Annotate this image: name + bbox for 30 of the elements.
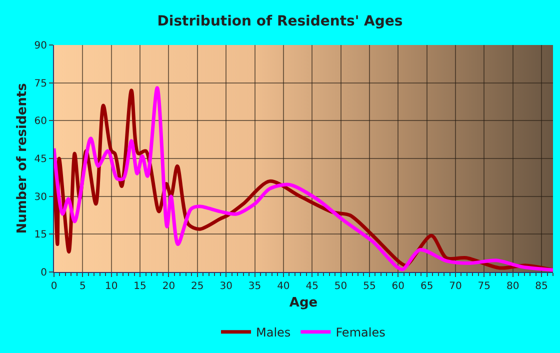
y-axis-title: Number of residents xyxy=(15,82,30,234)
y-tick-label: 0 xyxy=(40,268,47,278)
x-tick-label: 35 xyxy=(248,281,262,292)
x-tick-label: 85 xyxy=(535,281,548,292)
legend-label: Females xyxy=(336,326,386,340)
x-tick-label: 5 xyxy=(79,281,86,292)
x-tick-label: 70 xyxy=(449,281,462,292)
y-tick-label: 45 xyxy=(34,154,47,165)
y-tick-label: 75 xyxy=(34,78,47,90)
y-tick-label: 15 xyxy=(34,230,47,241)
x-axis-title: Age xyxy=(289,296,318,311)
x-tick-label: 20 xyxy=(162,281,176,292)
x-tick-label: 60 xyxy=(392,281,405,292)
x-tick-label: 25 xyxy=(191,281,204,292)
x-tick-label: 0 xyxy=(50,281,58,292)
x-tick-label: 80 xyxy=(506,281,520,292)
y-tick-label: 30 xyxy=(34,192,47,203)
x-tick-label: 65 xyxy=(420,281,434,292)
x-tick-label: 45 xyxy=(306,281,318,292)
x-tick-label: 50 xyxy=(334,281,348,292)
x-tick-label: 55 xyxy=(363,281,376,292)
x-tick-label: 10 xyxy=(104,281,118,292)
x-tick-label: 75 xyxy=(478,281,491,292)
x-tick-label: 40 xyxy=(277,281,290,292)
legend-label: Males xyxy=(256,326,291,340)
x-tick-label: 15 xyxy=(134,281,146,292)
y-tick-label: 90 xyxy=(34,40,47,52)
x-tick-label: 30 xyxy=(220,281,232,292)
chart-title: Distribution of Residents' Ages xyxy=(157,14,403,30)
y-tick-label: 60 xyxy=(34,116,47,128)
